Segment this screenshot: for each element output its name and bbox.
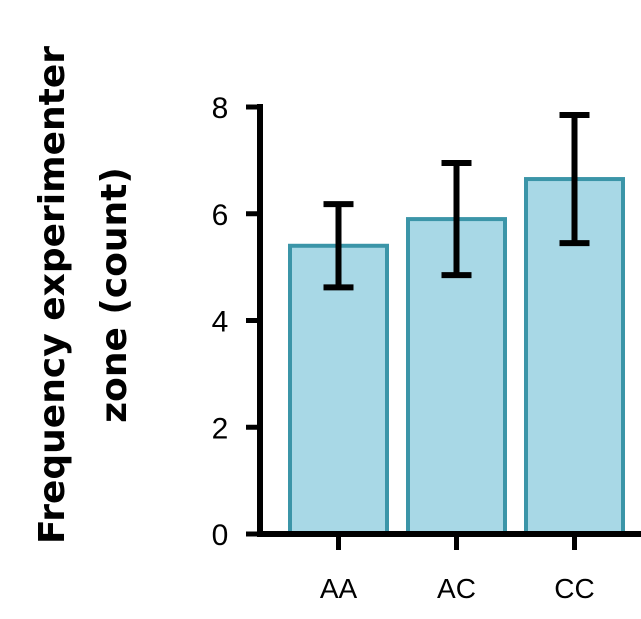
bar-aa bbox=[288, 243, 389, 536]
x-tick-label-cc: CC bbox=[554, 573, 594, 604]
y-tick-label-2: 2 bbox=[212, 412, 229, 445]
y-axis-title-line-1: Frequency experimenter bbox=[32, 46, 73, 544]
y-axis-title: Frequency experimenter zone (count) bbox=[32, 46, 135, 544]
x-tick-label-ac: AC bbox=[437, 573, 476, 604]
y-axis-title-line-2: zone (count) bbox=[94, 167, 135, 423]
y-tick-label-4: 4 bbox=[212, 306, 229, 339]
y-tick-label-6: 6 bbox=[212, 199, 229, 232]
x-tick-label-aa: AA bbox=[320, 573, 358, 604]
y-tick-label-8: 8 bbox=[212, 92, 229, 125]
y-tick-label-0: 0 bbox=[212, 519, 229, 552]
plot-area: 0 2 4 6 8 AA AC CC bbox=[212, 92, 641, 604]
